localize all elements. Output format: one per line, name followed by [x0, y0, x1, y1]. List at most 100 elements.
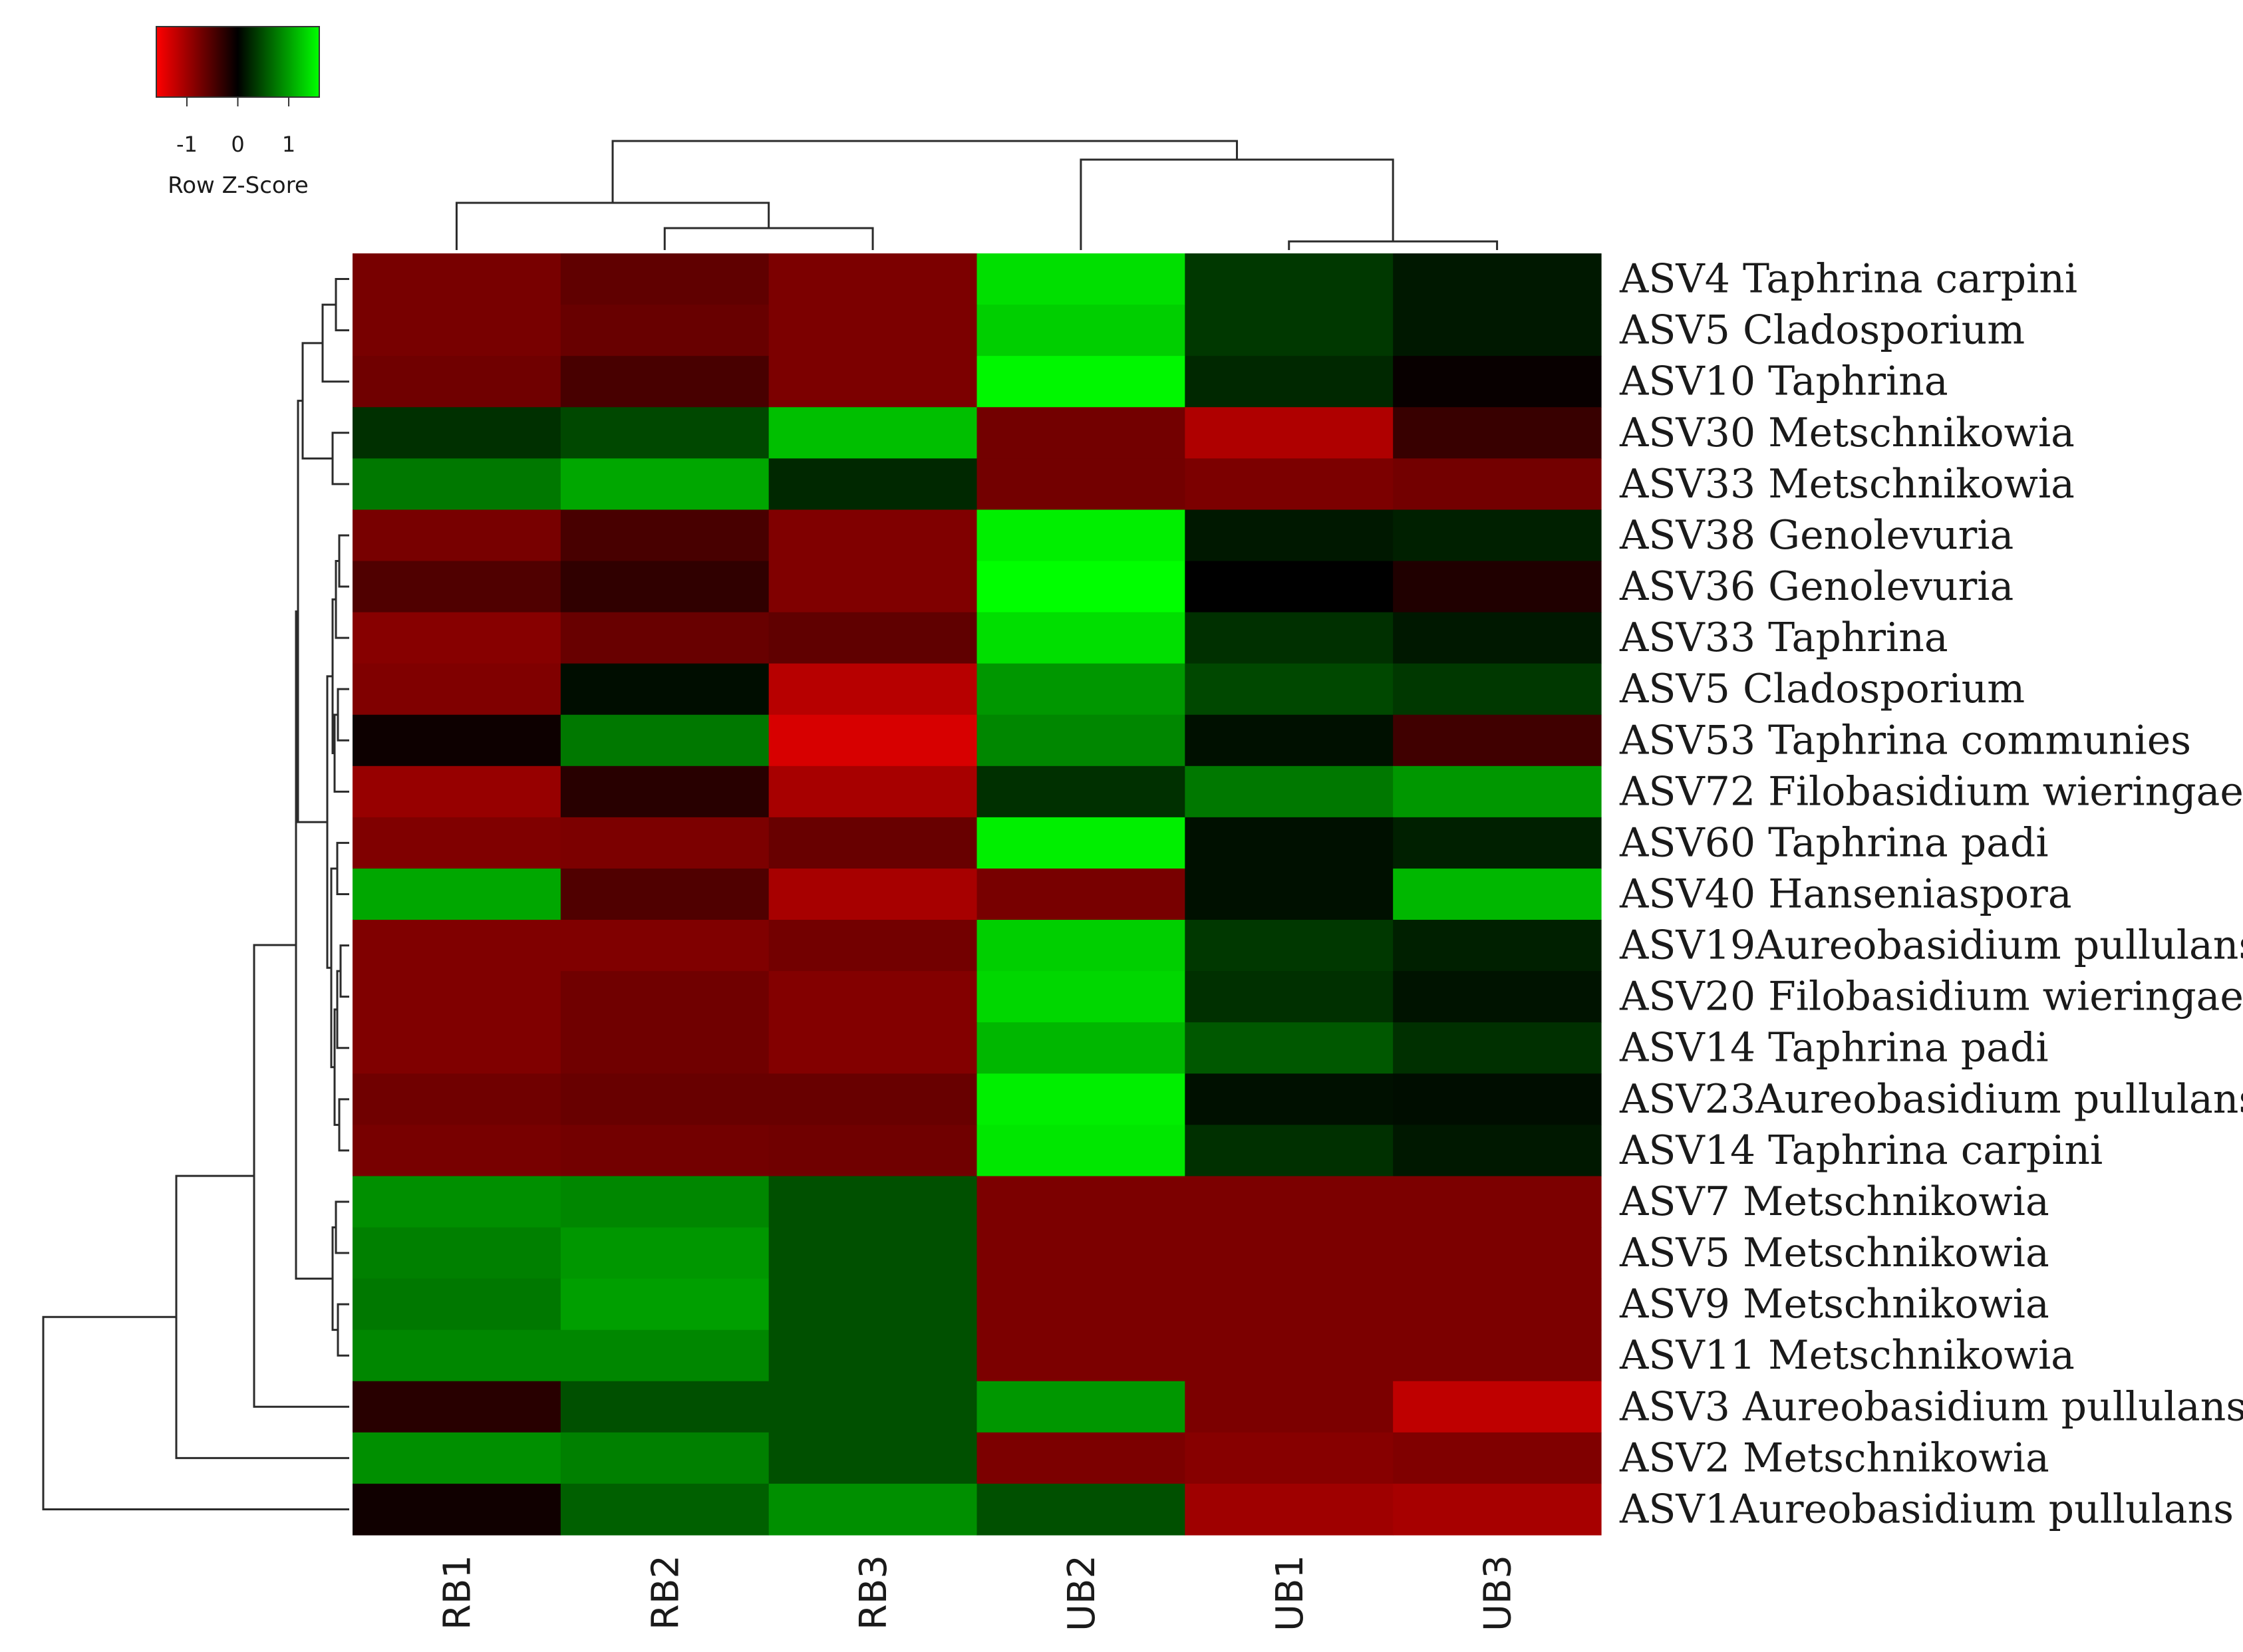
row-label: ASV4 Taphrina carpini	[1619, 256, 2077, 303]
heatmap-cell	[768, 1432, 978, 1484]
heatmap-cell	[1393, 509, 1602, 562]
row-dendrogram-branch	[335, 559, 349, 639]
heatmap-cell	[353, 1073, 561, 1125]
heatmap-cell	[560, 1227, 770, 1280]
heatmap-cell	[976, 612, 1185, 664]
row-dendrogram-branch	[175, 1174, 349, 1459]
heatmap-cell	[1185, 356, 1394, 408]
heatmap-cell	[1393, 1227, 1602, 1280]
heatmap-cell	[768, 407, 978, 459]
heatmap-cell	[353, 1022, 561, 1074]
heatmap-cell	[976, 663, 1185, 716]
heatmap-cell	[1185, 1278, 1394, 1331]
heatmap-cell	[560, 663, 770, 716]
heatmap-cell	[1185, 817, 1394, 869]
heatmap-cell	[1185, 253, 1394, 305]
row-label: ASV23Aureobasidium pullulans	[1619, 1076, 2243, 1123]
heatmap-cell	[768, 1483, 978, 1536]
heatmap-cell	[560, 765, 770, 818]
heatmap-cell	[1185, 1125, 1394, 1177]
row-dendrogram-branch	[336, 841, 349, 895]
heatmap-cell	[768, 663, 978, 716]
heatmap-cell	[1393, 1278, 1602, 1331]
heatmap-cell	[976, 1329, 1185, 1382]
row-dendrogram-branch	[335, 278, 349, 332]
heatmap-cell	[560, 1483, 770, 1536]
heatmap-cell	[1393, 407, 1602, 459]
heatmap-cell	[1393, 612, 1602, 664]
heatmap-cell	[353, 714, 561, 767]
heatmap-cell	[353, 868, 561, 920]
heatmap-cell	[353, 1176, 561, 1228]
heatmap-cell	[353, 1227, 561, 1280]
row-label: ASV38 Genolevuria	[1619, 512, 2014, 559]
row-label: ASV19Aureobasidium pullulans	[1619, 922, 2243, 969]
heatmap-cell	[976, 1073, 1185, 1125]
heatmap-cell	[768, 1022, 978, 1074]
heatmap-cell	[1393, 458, 1602, 510]
row-label: ASV11 Metschnikowia	[1619, 1332, 2075, 1379]
row-label: ASV36 Genolevuria	[1619, 563, 2014, 610]
column-label: RB2	[644, 1555, 687, 1630]
heatmap-cell	[560, 1432, 770, 1484]
row-dendrogram-branch	[297, 400, 327, 823]
heatmap-cell	[1185, 1329, 1394, 1382]
heatmap-cell	[976, 407, 1185, 459]
row-label: ASV60 Taphrina padi	[1619, 819, 2049, 866]
heatmap-cell	[976, 356, 1185, 408]
row-dendrogram-branch	[336, 970, 349, 1049]
heatmap-cell	[768, 561, 978, 613]
column-dendrogram-branch	[663, 227, 874, 250]
column-dendrogram-branch	[1288, 240, 1499, 250]
heatmap-cell	[1393, 663, 1602, 716]
heatmap-cell	[560, 920, 770, 972]
row-dendrogram-branch	[301, 342, 333, 460]
heatmap-cell	[768, 1381, 978, 1433]
heatmap-cell	[768, 1227, 978, 1280]
color-key-ticks: -1 0 1	[176, 97, 295, 157]
heatmap-cell	[560, 1073, 770, 1125]
heatmap-cell	[976, 817, 1185, 869]
column-dendrogram-branch	[611, 140, 1239, 203]
heatmap-cell	[976, 561, 1185, 613]
row-dendrogram-branch	[337, 1303, 349, 1357]
heatmap-cell	[768, 971, 978, 1023]
heatmap-cell	[560, 714, 770, 767]
heatmap-cell	[353, 1483, 561, 1536]
heatmap-cell	[976, 1483, 1185, 1536]
color-key-tick-label: 1	[282, 132, 295, 157]
row-dendrogram	[42, 278, 349, 1510]
heatmap-cell	[768, 356, 978, 408]
heatmap-cell	[1185, 663, 1394, 716]
heatmap-cell	[1393, 714, 1602, 767]
heatmap-cell	[768, 714, 978, 767]
heatmap-cell	[768, 458, 978, 510]
heatmap-cell	[768, 1176, 978, 1228]
heatmap-cell	[560, 817, 770, 869]
heatmap-cell	[353, 458, 561, 510]
heatmap-cell	[1185, 1176, 1394, 1228]
heatmap-cell	[353, 1432, 561, 1484]
heatmap-cell	[768, 253, 978, 305]
row-dendrogram-branch	[333, 714, 349, 793]
row-dendrogram-branch	[42, 1315, 349, 1510]
heatmap-cell	[976, 1176, 1185, 1228]
heatmap-cell	[353, 356, 561, 408]
row-label: ASV10 Taphrina	[1619, 358, 1948, 405]
heatmap-cell	[560, 305, 770, 356]
heatmap-cell	[1185, 509, 1394, 562]
heatmap-cell	[560, 407, 770, 459]
heatmap-cell	[1185, 971, 1394, 1023]
heatmap-cell	[1185, 407, 1394, 459]
row-label: ASV5 Cladosporium	[1619, 307, 2025, 354]
heatmap-cell	[768, 1073, 978, 1125]
heatmap-cell	[353, 1381, 561, 1433]
heatmap-cell	[1393, 1381, 1602, 1433]
heatmap-cell	[353, 765, 561, 818]
heatmap-cell	[768, 817, 978, 869]
heatmap-cell	[560, 509, 770, 562]
column-label: UB1	[1269, 1555, 1312, 1631]
heatmap-cell	[1393, 1483, 1602, 1536]
row-label: ASV33 Metschnikowia	[1619, 461, 2075, 507]
